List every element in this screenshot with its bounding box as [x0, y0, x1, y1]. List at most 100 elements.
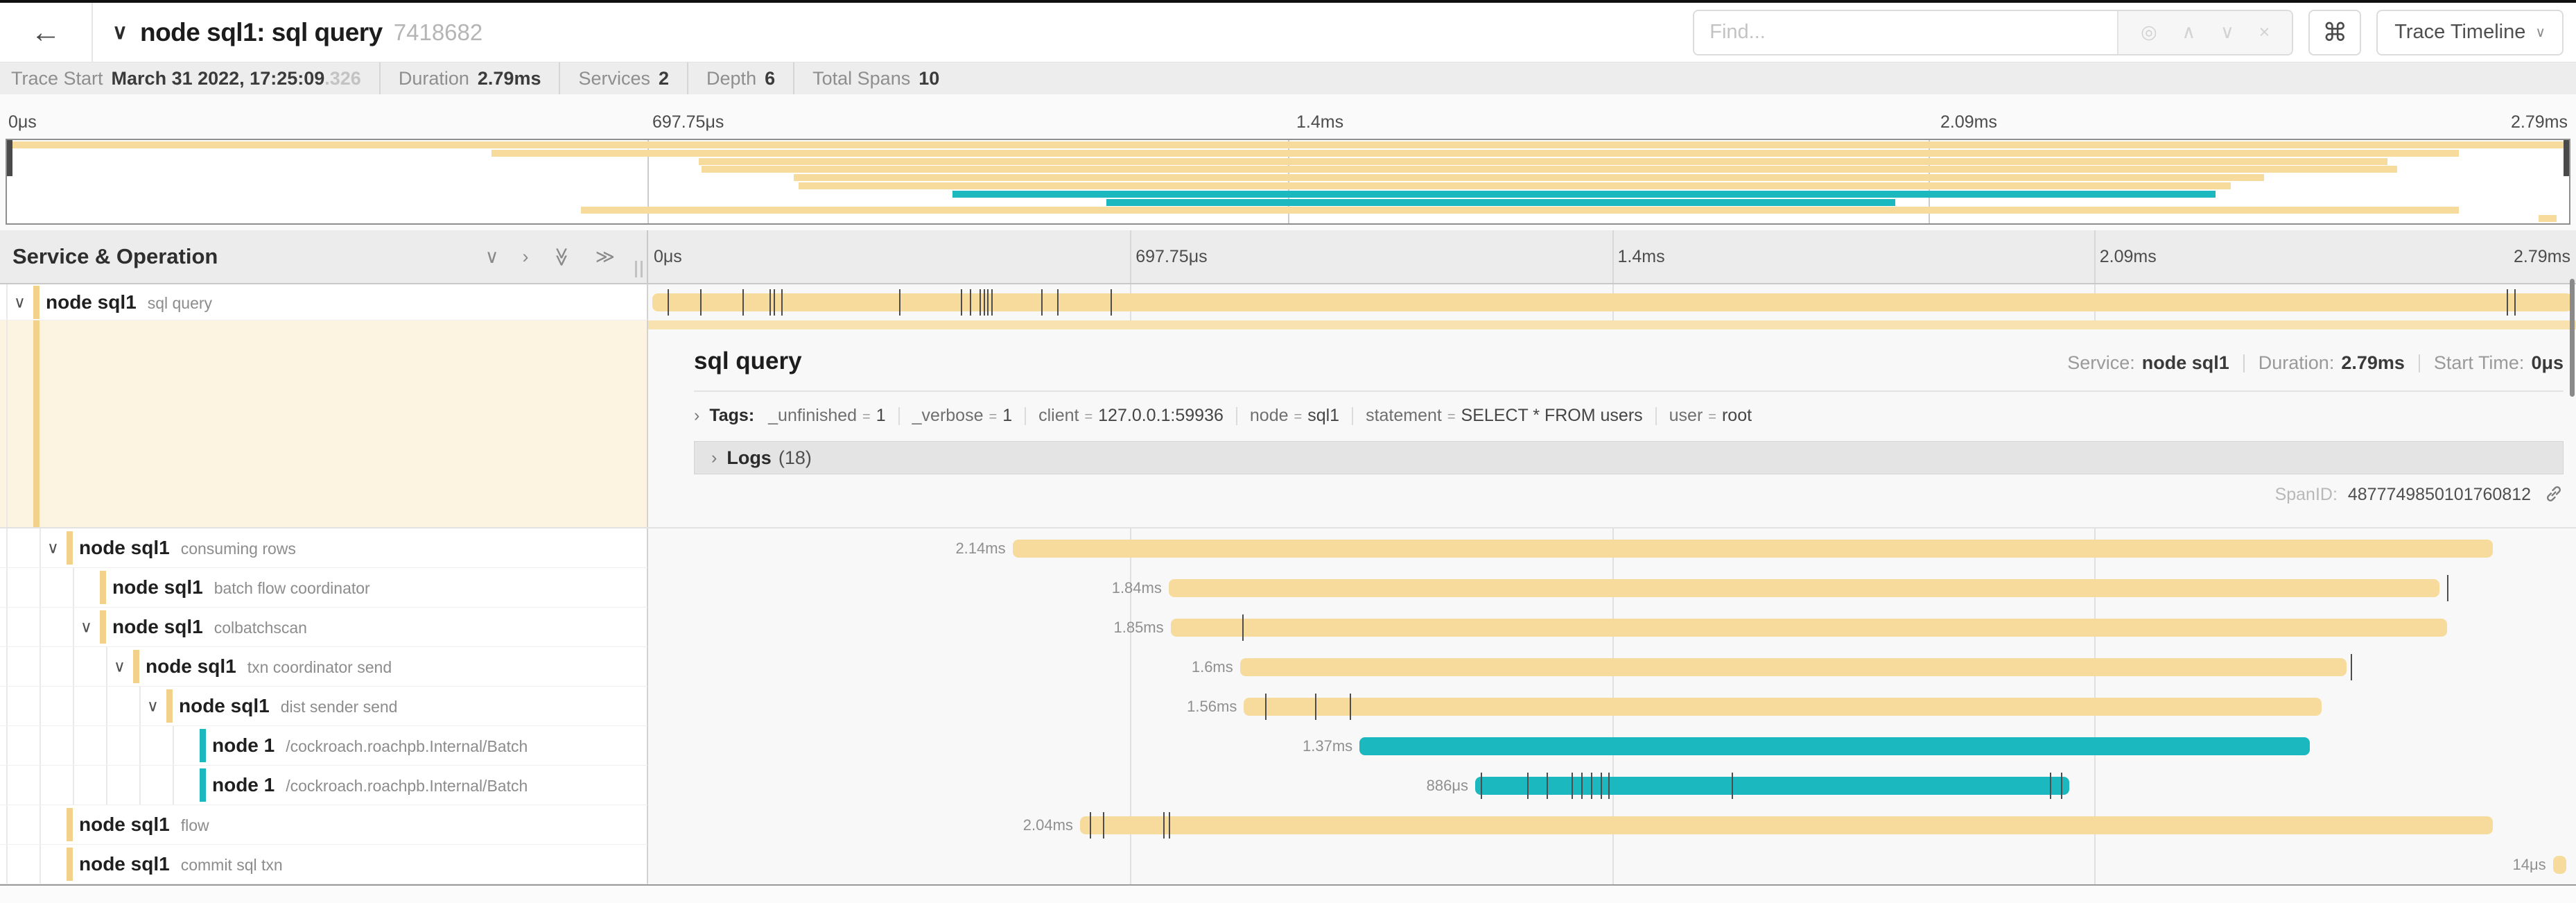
summary-value: 2.79ms: [477, 68, 541, 89]
minimap-axis-label: 2.79ms: [2511, 112, 2568, 132]
span-timeline-cell[interactable]: 1.6ms: [648, 647, 2576, 687]
span-log-tick: [960, 289, 962, 316]
chevron-down-icon[interactable]: ∨: [147, 696, 159, 715]
tags-row[interactable]: › Tags: _unfinished = 1 _verbose = 1 client = 12…: [694, 406, 2564, 426]
clear-search-icon[interactable]: ×: [2259, 22, 2270, 42]
span-id-label: SpanID:: [2274, 485, 2338, 504]
summary-item: Trace Start March 31 2022, 17:25:09.326: [0, 62, 379, 94]
chevron-down-icon[interactable]: ∨: [114, 657, 125, 676]
ruler-tick-label: 2.09ms: [2099, 247, 2157, 266]
service-name: node 1/cockroach.roachpb.Internal/Batch: [212, 734, 528, 756]
span-tree-item[interactable]: node sql1 commit sql txn: [0, 845, 648, 884]
span-tree-item[interactable]: ∨ node sql1 consuming rows: [0, 528, 648, 568]
span-tree-item[interactable]: node 1/cockroach.roachpb.Internal/Batch: [0, 726, 648, 766]
span-bar[interactable]: [2552, 855, 2567, 874]
span-detail-meta: Service: node sql1 Duration: 2.79ms Star…: [2067, 352, 2564, 374]
expand-one-icon[interactable]: ›: [522, 246, 529, 267]
span-tree-item[interactable]: ∨ node sql1 sql query: [0, 284, 648, 320]
span-tree-item[interactable]: ∨ node sql1 colbatchscan: [0, 608, 648, 647]
scrollbar-thumb[interactable]: [2570, 279, 2575, 397]
span-log-tick: [1350, 693, 1352, 720]
tag-separator: [1235, 406, 1237, 425]
collapse-one-icon[interactable]: ∨: [485, 246, 499, 267]
indent-guide: [40, 568, 41, 607]
span-bar[interactable]: [1168, 578, 2439, 597]
locate-icon[interactable]: ◎: [2141, 22, 2157, 42]
tag-item: user = root: [1669, 406, 1752, 426]
span-timeline-cell[interactable]: 1.84ms: [648, 568, 2576, 608]
prev-match-icon[interactable]: ∧: [2182, 22, 2196, 42]
span-timeline-cell[interactable]: 1.37ms: [648, 726, 2576, 766]
timeline-gridline: [1130, 845, 1132, 884]
span-bar[interactable]: [1244, 697, 2322, 716]
span-log-tick: [769, 289, 772, 316]
span-log-tick: [1315, 693, 1317, 720]
span-detail-left-gutter: [0, 320, 648, 527]
chevron-down-icon[interactable]: ∨: [14, 293, 26, 311]
span-timeline-cell[interactable]: [648, 284, 2576, 320]
span-log-tick: [667, 289, 669, 316]
service-operation-header: Service & Operation ∨ › ≫ ≫: [0, 230, 648, 283]
span-timeline-cell[interactable]: 2.14ms: [648, 528, 2576, 568]
span-tree-item[interactable]: ∨ node sql1 dist sender send: [0, 687, 648, 726]
span-bar[interactable]: [1359, 737, 2310, 755]
view-selector-button[interactable]: Trace Timeline ∨: [2376, 9, 2564, 55]
tag-value: 1: [1002, 406, 1013, 425]
span-log-tick: [1111, 289, 1113, 316]
find-suffix-controls: ◎ ∧ ∨ ×: [2117, 10, 2292, 54]
minimap-canvas[interactable]: [6, 139, 2570, 225]
column-resize-grip[interactable]: [635, 261, 643, 277]
span-log-tick: [781, 289, 783, 316]
indent-guide: [173, 726, 174, 765]
back-button[interactable]: ←: [0, 3, 93, 62]
summary-label: Depth: [706, 68, 757, 89]
minimap-left-drag-handle[interactable]: [7, 140, 12, 176]
span-tree-item[interactable]: ∨ node sql1 txn coordinator send: [0, 647, 648, 687]
expand-all-icon[interactable]: ≫: [595, 246, 615, 267]
minimap-axis-label: 1.4ms: [1296, 112, 1344, 132]
indent-guide: [106, 647, 107, 686]
next-match-icon[interactable]: ∨: [2220, 22, 2234, 42]
span-row: node sql1 flow 2.04ms: [0, 805, 2576, 845]
chevron-down-icon[interactable]: ∨: [80, 617, 92, 636]
indent-guide: [6, 805, 8, 844]
span-tree-item[interactable]: node 1/cockroach.roachpb.Internal/Batch: [0, 766, 648, 805]
span-bar[interactable]: [652, 293, 2573, 311]
minimap-span-bar: [793, 174, 2265, 182]
span-log-tick: [2049, 772, 2051, 799]
collapse-title-chevron-icon[interactable]: ∨: [112, 21, 128, 44]
service-operation-title: Service & Operation: [12, 244, 218, 268]
link-icon[interactable]: [2544, 484, 2564, 504]
summary-value: March 31 2022, 17:25:09: [111, 68, 325, 89]
span-row: node sql1 commit sql txn 14μs: [0, 845, 2576, 884]
span-bar[interactable]: [1170, 618, 2447, 637]
ruler-tick-label: 2.79ms: [2514, 247, 2570, 266]
indent-guide: [73, 687, 74, 725]
span-timeline-cell[interactable]: 1.85ms: [648, 608, 2576, 647]
logs-accordion[interactable]: › Logs (18): [694, 441, 2564, 474]
minimap-gridline: [1929, 140, 1930, 223]
span-timeline-cell[interactable]: 1.56ms: [648, 687, 2576, 726]
span-color-accent: [100, 610, 106, 644]
summary-value: 6: [765, 68, 776, 89]
minimap-right-drag-handle[interactable]: [2564, 140, 2569, 176]
span-detail-row: sql query Service: node sql1 Duration: 2…: [0, 320, 2576, 528]
span-timeline-cell[interactable]: 886μs: [648, 766, 2576, 805]
chevron-down-icon[interactable]: ∨: [47, 538, 59, 557]
tag-value: SELECT * FROM users: [1461, 406, 1643, 425]
tag-item: _verbose = 1: [912, 406, 1012, 426]
service-name: node sql1 dist sender send: [179, 695, 398, 716]
span-bar[interactable]: [1239, 657, 2347, 676]
span-bar[interactable]: [1079, 816, 2494, 834]
collapse-all-icon[interactable]: ≫: [552, 246, 573, 267]
span-tree-item[interactable]: node sql1 batch flow coordinator: [0, 568, 648, 608]
find-input[interactable]: [1694, 10, 2118, 54]
keyboard-shortcuts-button[interactable]: ⌘: [2308, 9, 2362, 55]
span-tree-item[interactable]: node sql1 flow: [0, 805, 648, 845]
span-timeline-cell[interactable]: 2.04ms: [648, 805, 2576, 845]
span-detail-title: sql query: [694, 347, 802, 375]
span-timeline-cell[interactable]: 14μs: [648, 845, 2576, 884]
span-row: ∨ node sql1 txn coordinator send 1.6ms: [0, 647, 2576, 687]
span-bar[interactable]: [1475, 776, 2069, 795]
span-bar[interactable]: [1012, 539, 2494, 558]
